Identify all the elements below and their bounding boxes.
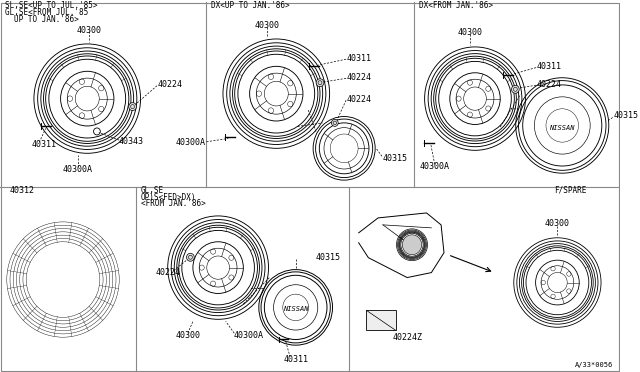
- Text: 40311: 40311: [347, 54, 372, 62]
- Text: UP TO JAN.'86>: UP TO JAN.'86>: [13, 15, 78, 23]
- Text: 40343: 40343: [118, 137, 143, 146]
- Text: 40224Z: 40224Z: [392, 333, 422, 342]
- Text: NISSAN: NISSAN: [550, 125, 575, 131]
- Text: OP)S<FED>DX): OP)S<FED>DX): [141, 193, 196, 202]
- Text: F/SPARE: F/SPARE: [554, 186, 587, 195]
- Text: 40300: 40300: [175, 331, 200, 340]
- Text: <FROM JAN.'86>: <FROM JAN.'86>: [141, 199, 205, 208]
- Text: 40224: 40224: [347, 73, 372, 82]
- Text: 40315: 40315: [383, 154, 408, 163]
- Circle shape: [129, 103, 136, 110]
- Circle shape: [403, 235, 422, 255]
- Text: 40311: 40311: [31, 140, 56, 149]
- Text: NISSAN: NISSAN: [283, 306, 308, 312]
- Text: 40300: 40300: [545, 219, 570, 228]
- Circle shape: [511, 85, 519, 93]
- Bar: [367, 310, 396, 330]
- Text: 40311: 40311: [283, 355, 308, 363]
- Text: 40300A: 40300A: [175, 138, 205, 147]
- Circle shape: [332, 119, 338, 126]
- Text: 40300: 40300: [77, 26, 102, 35]
- Circle shape: [316, 79, 324, 87]
- Text: 40224: 40224: [347, 94, 372, 104]
- Text: 40315: 40315: [315, 253, 340, 262]
- Text: SL,SE<UP TO JUL.'85>: SL,SE<UP TO JUL.'85>: [5, 1, 97, 10]
- Circle shape: [186, 253, 195, 261]
- Text: 40311: 40311: [537, 62, 562, 71]
- Text: 40224: 40224: [156, 268, 180, 277]
- Text: 40300: 40300: [458, 28, 483, 36]
- Text: 40224: 40224: [537, 80, 562, 89]
- Text: 40312: 40312: [10, 186, 35, 195]
- Text: 40315: 40315: [614, 111, 639, 120]
- Text: A/33*0056: A/33*0056: [575, 362, 612, 368]
- Text: 40300: 40300: [254, 20, 279, 29]
- Text: GL,SE<FROM JUL.'85: GL,SE<FROM JUL.'85: [5, 8, 88, 17]
- Text: 40300A: 40300A: [63, 165, 93, 174]
- Text: 40300A: 40300A: [420, 162, 450, 171]
- Text: 40300A: 40300A: [233, 331, 263, 340]
- Text: GL,SE: GL,SE: [141, 186, 164, 195]
- Text: DX<FROM JAN.'86>: DX<FROM JAN.'86>: [419, 1, 493, 10]
- Text: 40224: 40224: [158, 80, 183, 89]
- Text: DX<UP TO JAN.'86>: DX<UP TO JAN.'86>: [211, 1, 290, 10]
